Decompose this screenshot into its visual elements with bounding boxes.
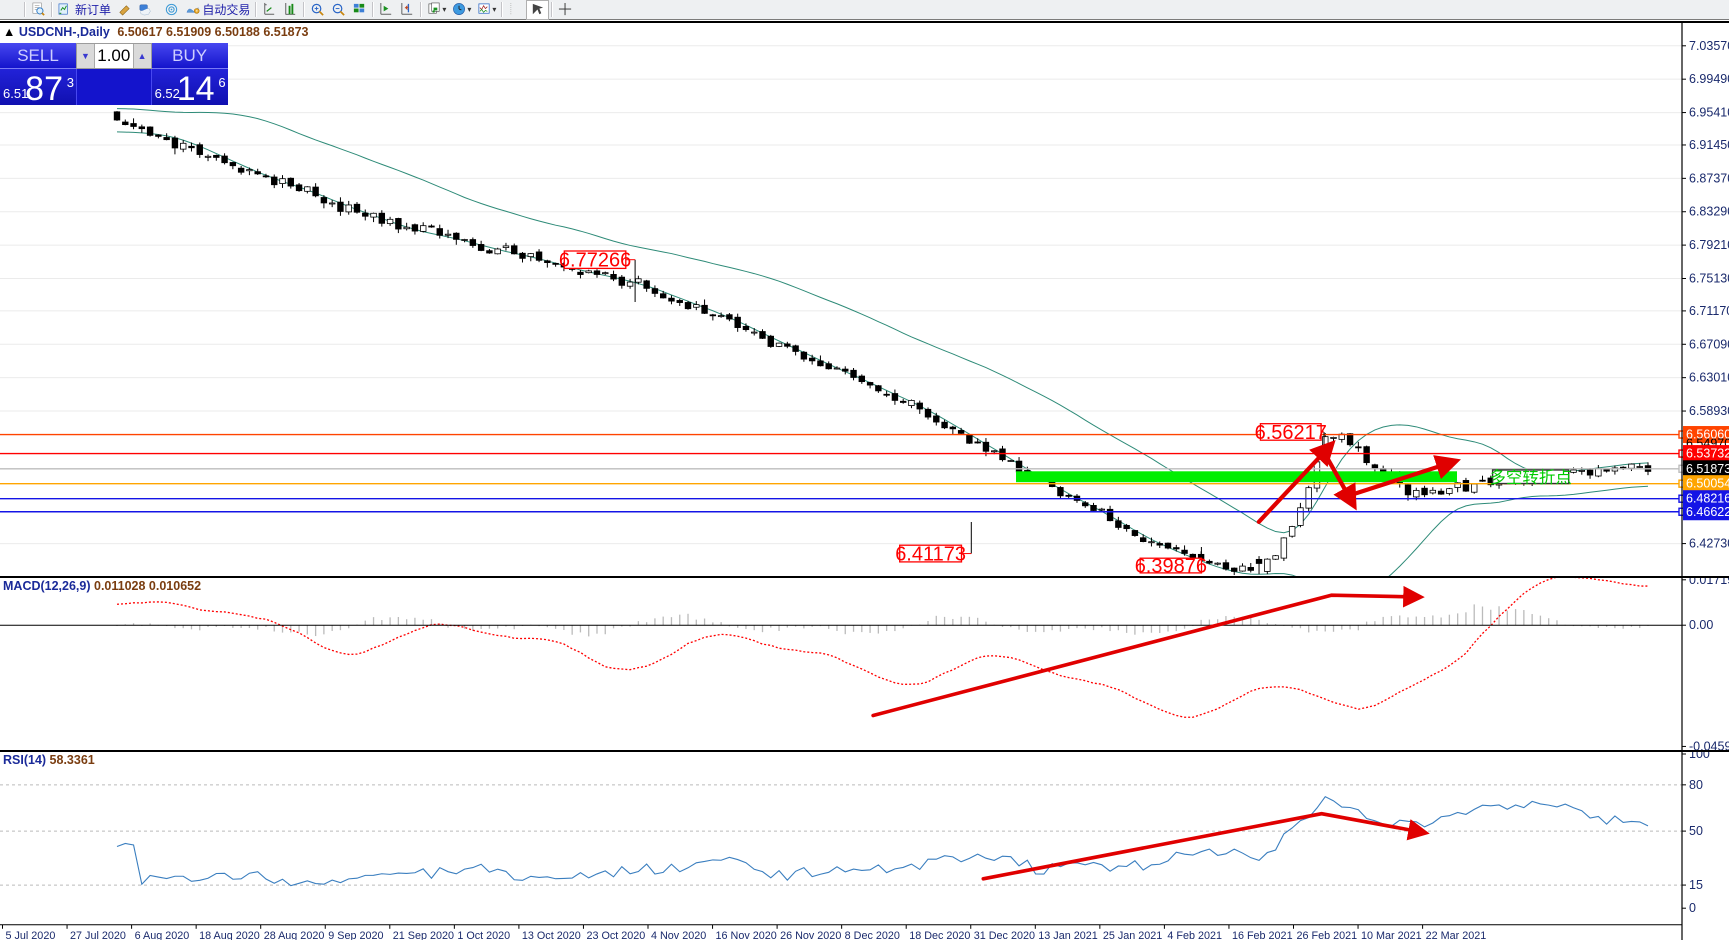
svg-text:10 Mar 2021: 10 Mar 2021 <box>1361 930 1422 940</box>
svg-text:6.95410: 6.95410 <box>1689 106 1729 120</box>
svg-text:9 Sep 2020: 9 Sep 2020 <box>328 930 383 940</box>
svg-text:6.77266: 6.77266 <box>559 250 631 272</box>
svg-text:18 Aug 2020: 18 Aug 2020 <box>199 930 260 940</box>
svg-text:15: 15 <box>1689 878 1703 892</box>
svg-text:6.51873: 6.51873 <box>1686 462 1729 476</box>
svg-text:6.91450: 6.91450 <box>1689 138 1729 152</box>
svg-text:6 Aug 2020: 6 Aug 2020 <box>135 930 190 940</box>
svg-text:50: 50 <box>1689 824 1703 838</box>
svg-text:28 Aug 2020: 28 Aug 2020 <box>264 930 325 940</box>
svg-text:18 Dec 2020: 18 Dec 2020 <box>909 930 970 940</box>
svg-text:23 Oct 2020: 23 Oct 2020 <box>586 930 645 940</box>
svg-text:6.99490: 6.99490 <box>1689 72 1729 86</box>
svg-text:6.67090: 6.67090 <box>1689 337 1729 351</box>
svg-text:26 Nov 2020: 26 Nov 2020 <box>780 930 841 940</box>
svg-text:1 Oct 2020: 1 Oct 2020 <box>457 930 510 940</box>
svg-text:6.83290: 6.83290 <box>1689 205 1729 219</box>
svg-text:6.63010: 6.63010 <box>1689 371 1729 385</box>
svg-text:5 Jul 2020: 5 Jul 2020 <box>6 930 56 940</box>
svg-text:16 Feb 2021: 16 Feb 2021 <box>1232 930 1293 940</box>
svg-text:6.79210: 6.79210 <box>1689 238 1729 252</box>
svg-text:31 Dec 2020: 31 Dec 2020 <box>974 930 1035 940</box>
svg-text:6.56217: 6.56217 <box>1255 422 1327 444</box>
svg-text:26 Feb 2021: 26 Feb 2021 <box>1297 930 1358 940</box>
svg-text:4 Nov 2020: 4 Nov 2020 <box>651 930 706 940</box>
svg-text:6.42730: 6.42730 <box>1689 537 1729 551</box>
svg-text:13 Oct 2020: 13 Oct 2020 <box>522 930 581 940</box>
svg-text:7.03570: 7.03570 <box>1689 39 1729 53</box>
svg-text:4 Feb 2021: 4 Feb 2021 <box>1167 930 1222 940</box>
svg-text:6.53732: 6.53732 <box>1686 447 1729 461</box>
svg-text:0: 0 <box>1689 901 1696 915</box>
svg-text:多空转折点: 多空转折点 <box>1489 468 1572 487</box>
svg-text:6.87370: 6.87370 <box>1689 171 1729 185</box>
svg-text:6.50054: 6.50054 <box>1686 477 1729 491</box>
svg-text:25 Jan 2021: 25 Jan 2021 <box>1103 930 1162 940</box>
svg-text:6.46622: 6.46622 <box>1686 505 1729 519</box>
svg-text:21 Sep 2020: 21 Sep 2020 <box>393 930 454 940</box>
svg-text:13 Jan 2021: 13 Jan 2021 <box>1038 930 1097 940</box>
svg-text:27 Jul 2020: 27 Jul 2020 <box>70 930 126 940</box>
svg-text:6.41173: 6.41173 <box>895 544 966 566</box>
svg-text:6.71170: 6.71170 <box>1689 304 1729 318</box>
svg-text:80: 80 <box>1689 778 1703 792</box>
svg-text:0.00: 0.00 <box>1689 618 1713 632</box>
svg-text:100: 100 <box>1689 752 1710 761</box>
svg-text:16 Nov 2020: 16 Nov 2020 <box>716 930 777 940</box>
svg-text:6.39876: 6.39876 <box>1135 556 1207 576</box>
svg-text:6.58930: 6.58930 <box>1689 404 1729 418</box>
svg-text:6.75130: 6.75130 <box>1689 272 1729 286</box>
svg-text:-0.045919: -0.045919 <box>1689 739 1729 750</box>
svg-text:22 Mar 2021: 22 Mar 2021 <box>1426 930 1487 940</box>
svg-text:0.017199: 0.017199 <box>1689 578 1729 587</box>
svg-text:8 Dec 2020: 8 Dec 2020 <box>845 930 900 940</box>
